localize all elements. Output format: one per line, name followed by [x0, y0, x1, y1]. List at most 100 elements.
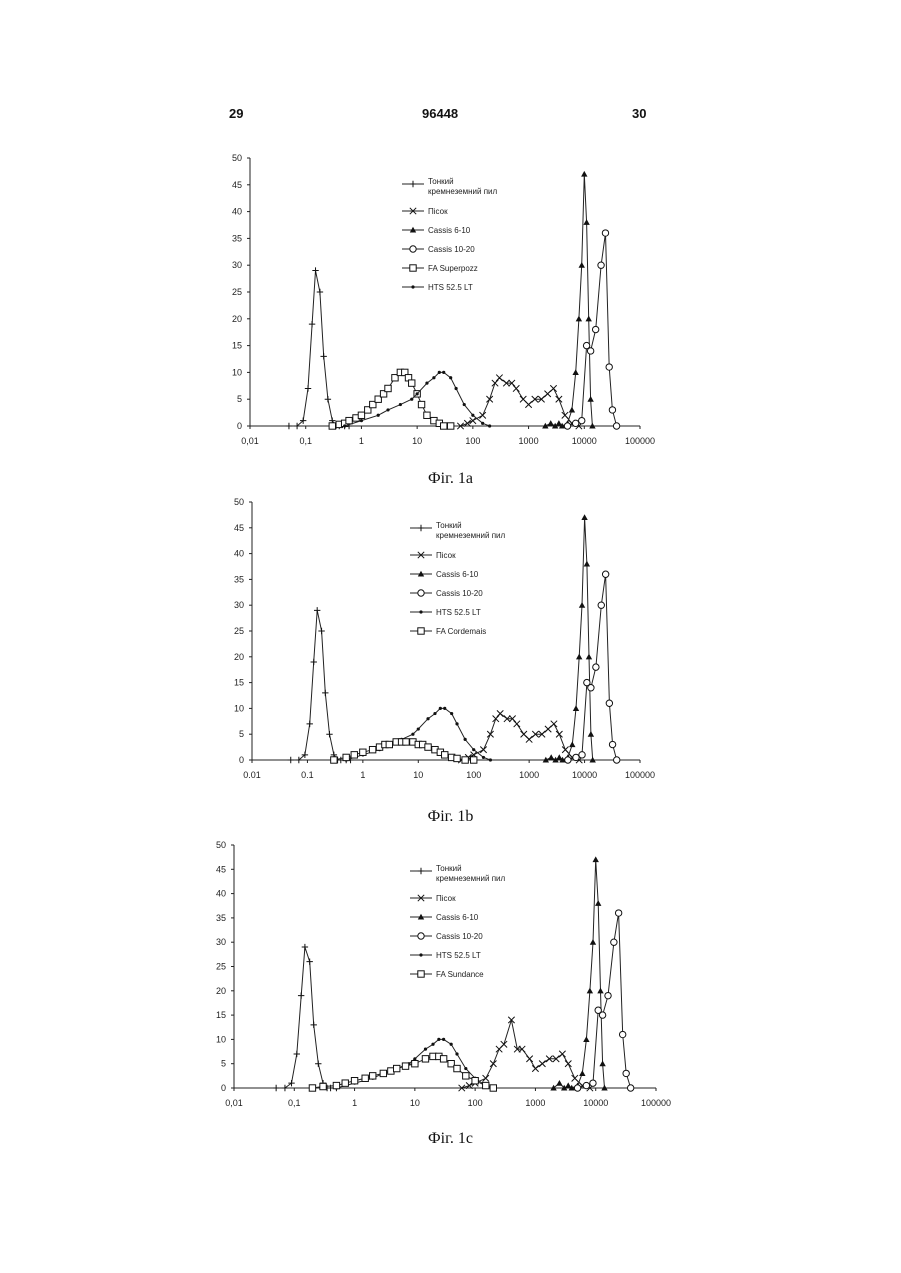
data-point — [572, 369, 578, 375]
data-point — [551, 721, 557, 727]
data-point — [471, 414, 474, 417]
y-tick-label: 50 — [232, 153, 242, 163]
data-point — [584, 561, 590, 567]
legend-entry: Пісок — [436, 551, 456, 560]
y-tick-label: 5 — [239, 729, 244, 739]
data-point — [322, 690, 328, 696]
legend-marker — [418, 628, 424, 634]
x-tick-label: 1 — [352, 1098, 357, 1108]
data-point — [431, 1043, 434, 1046]
data-point — [305, 385, 311, 391]
legend-marker — [419, 610, 422, 613]
y-tick-label: 30 — [232, 260, 242, 270]
data-point — [606, 700, 612, 706]
data-point — [588, 731, 594, 737]
data-point — [483, 1075, 489, 1081]
data-point — [513, 385, 519, 391]
data-point — [587, 988, 593, 994]
data-point — [432, 376, 435, 379]
data-point — [614, 757, 620, 763]
legend-entry: Пісок — [428, 207, 448, 216]
patent-number: 96448 — [422, 106, 458, 121]
series-x — [457, 375, 582, 430]
data-point — [606, 364, 612, 370]
legend-entry: Тонкийкремнеземний пил — [436, 521, 505, 540]
legend-entry: Cassis 10-20 — [436, 589, 483, 598]
legend-entry: Тонкийкремнеземний пил — [436, 864, 505, 883]
data-point — [442, 371, 445, 374]
legend-marker — [418, 590, 424, 596]
data-point — [342, 1080, 348, 1086]
chart-fig-1b-svg: 051015202530354045500.010.11101001000100… — [0, 492, 901, 792]
data-point — [583, 219, 589, 225]
y-tick-label: 30 — [216, 937, 226, 947]
data-point — [440, 1056, 446, 1062]
x-tick-label: 1 — [359, 436, 364, 446]
data-point — [370, 1073, 376, 1079]
data-point — [598, 602, 604, 608]
data-point — [463, 403, 466, 406]
data-point — [576, 654, 582, 660]
data-point — [559, 1051, 565, 1057]
data-point — [526, 736, 532, 742]
data-point — [346, 417, 352, 423]
data-point — [525, 401, 531, 407]
data-point — [471, 757, 477, 763]
data-point — [586, 654, 592, 660]
chart-fig-1c-svg: 051015202530354045500,010,11101001000100… — [0, 835, 901, 1135]
data-point — [454, 387, 457, 390]
y-tick-label: 35 — [216, 913, 226, 923]
series-line — [291, 610, 351, 760]
x-tick-label: 10 — [413, 770, 423, 780]
data-point — [455, 1052, 458, 1055]
data-point — [497, 710, 503, 716]
data-point — [273, 1085, 279, 1091]
data-point — [488, 424, 491, 427]
chart-fig-1c: 051015202530354045500,010,11101001000100… — [0, 835, 901, 1135]
legend-entry: HTS 52.5 LT — [436, 951, 481, 960]
x-tick-label: 10000 — [583, 1098, 608, 1108]
data-point — [450, 712, 453, 715]
x-tick-label: 100 — [468, 1098, 483, 1108]
data-point — [360, 419, 363, 422]
data-point — [611, 939, 617, 945]
y-tick-label: 10 — [232, 367, 242, 377]
data-point — [326, 731, 332, 737]
data-point — [587, 348, 593, 354]
data-point — [481, 422, 484, 425]
data-point — [490, 1061, 496, 1067]
data-point — [492, 380, 498, 386]
x-tick-label: 0,01 — [225, 1098, 243, 1108]
data-point — [480, 746, 486, 752]
data-point — [501, 1041, 507, 1047]
y-tick-label: 20 — [216, 986, 226, 996]
legend-marker — [410, 265, 416, 271]
data-point — [399, 403, 402, 406]
data-point — [309, 321, 315, 327]
data-point — [595, 900, 601, 906]
legend: Тонкийкремнеземний пилПісокCassis 6-10Ca… — [402, 177, 497, 292]
series-triangle — [543, 514, 596, 762]
series-triangle — [542, 171, 595, 429]
legend-entry: Тонкийкремнеземний пил — [428, 177, 497, 196]
x-tick-label: 0.1 — [301, 770, 314, 780]
y-tick-label: 40 — [234, 549, 244, 559]
data-point — [548, 420, 554, 426]
data-point — [588, 685, 594, 691]
series-line — [345, 372, 490, 426]
data-point — [489, 758, 492, 761]
data-point — [437, 1038, 440, 1041]
data-point — [385, 385, 391, 391]
data-point — [562, 746, 568, 752]
data-point — [574, 1085, 580, 1091]
series-line — [346, 708, 490, 760]
data-point — [545, 726, 551, 732]
data-point — [472, 748, 475, 751]
data-point — [532, 1065, 538, 1071]
data-point — [306, 958, 312, 964]
data-point — [579, 1070, 585, 1076]
y-tick-label: 20 — [232, 314, 242, 324]
data-point — [351, 752, 357, 758]
y-tick-label: 35 — [232, 233, 242, 243]
y-tick-label: 25 — [232, 287, 242, 297]
